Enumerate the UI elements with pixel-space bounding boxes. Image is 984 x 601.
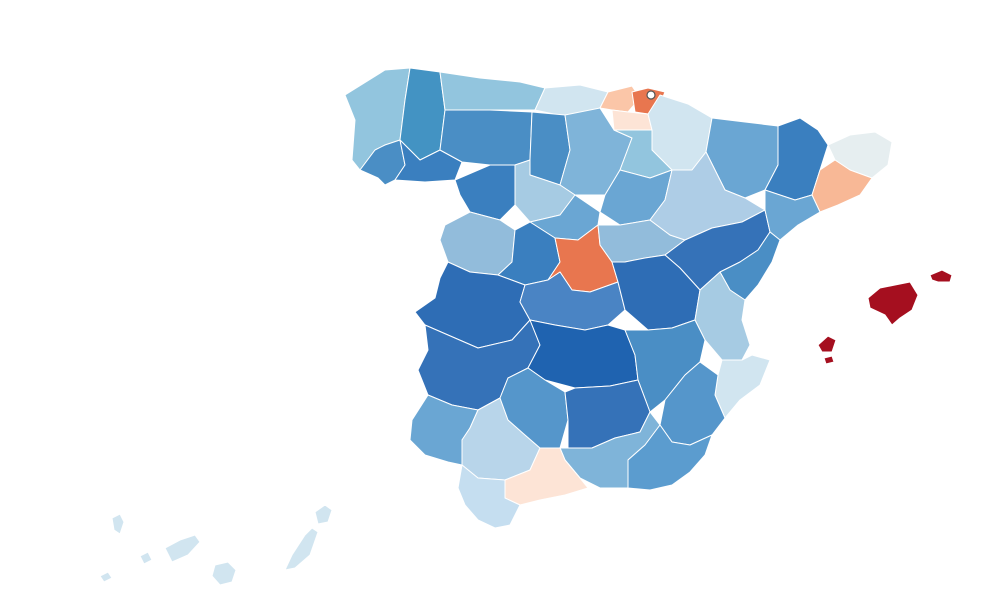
island-el-hierro[interactable]	[99, 571, 113, 583]
island-tenerife[interactable]	[164, 534, 201, 563]
province-leon[interactable]	[439, 109, 533, 166]
province-menorca[interactable]	[929, 269, 953, 283]
location-marker[interactable]	[646, 90, 656, 100]
island-fuerteventura[interactable]	[284, 527, 319, 571]
province-almeria[interactable]	[627, 424, 713, 491]
province-formentera[interactable]	[823, 355, 835, 365]
province-zamora[interactable]	[454, 164, 516, 221]
canary-islands	[99, 504, 333, 586]
island-lanzarote[interactable]	[314, 504, 333, 525]
province-alicante[interactable]	[714, 354, 771, 419]
island-la-palma[interactable]	[111, 513, 125, 535]
island-gran-canaria[interactable]	[211, 561, 237, 586]
province-cuenca[interactable]	[611, 254, 701, 331]
province-ciudad-real[interactable]	[527, 319, 639, 389]
province-ibiza[interactable]	[817, 335, 837, 353]
island-la-gomera[interactable]	[139, 551, 153, 565]
province-mallorca[interactable]	[867, 281, 919, 326]
province-cadiz[interactable]	[457, 464, 521, 529]
province-asturias[interactable]	[439, 71, 546, 111]
